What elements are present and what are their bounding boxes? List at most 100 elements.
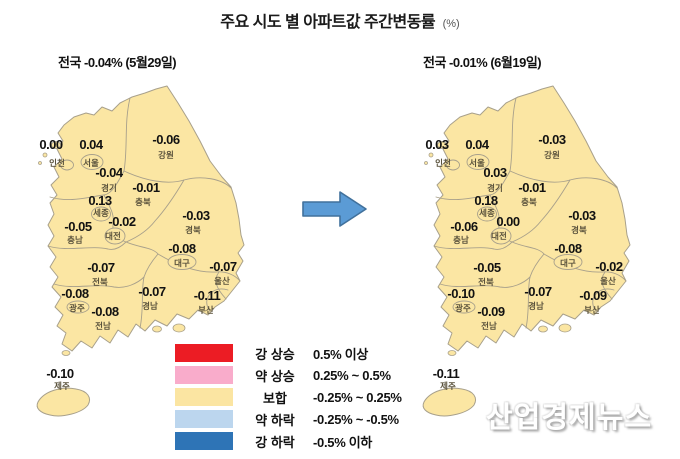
region-name: 경남 — [142, 301, 158, 311]
region-value: -0.01 — [132, 180, 159, 195]
watermark: 산업경제뉴스 — [486, 402, 653, 434]
region-name: 대구 — [174, 258, 190, 268]
region-ulsan: -0.02 울산 — [595, 259, 623, 286]
region-value: -0.07 — [209, 259, 236, 274]
legend-label: 강 상승 — [255, 346, 295, 362]
legend-range: -0.25% ~ -0.5% — [313, 411, 399, 427]
legend-label: 보합 — [263, 390, 287, 406]
region-value: 0.18 — [474, 193, 498, 208]
legend-swatch-weak-rise — [175, 366, 233, 384]
region-value: 0.04 — [79, 137, 104, 152]
map-caption-jun19: 전국 -0.01% (6월19일) — [423, 55, 542, 70]
region-name: 전북 — [92, 277, 108, 287]
region-value: -0.07 — [524, 284, 551, 299]
region-gwangju: -0.08 광주 — [61, 286, 89, 313]
region-busan: -0.11 부산 — [194, 288, 221, 315]
region-chungbuk: -0.01 충북 — [518, 180, 546, 207]
region-value: -0.08 — [554, 241, 581, 256]
legend-row: 약 하락 -0.25% ~ -0.5% — [175, 410, 402, 428]
region-name: 울산 — [600, 276, 616, 286]
region-name: 강원 — [544, 150, 560, 160]
region-name: 부산 — [198, 305, 214, 315]
legend-row: 강 하락 -0.5% 이하 — [175, 432, 402, 450]
region-gyeongbuk: -0.03 경북 — [182, 208, 210, 235]
region-name: 강원 — [158, 150, 174, 160]
region-value: -0.08 — [91, 304, 118, 319]
region-value: -0.03 — [568, 208, 595, 223]
region-value: -0.03 — [182, 208, 209, 223]
region-value: 0.03 — [425, 137, 449, 152]
region-name: 경기 — [487, 183, 503, 193]
region-value: 0.13 — [88, 193, 112, 208]
legend-swatch-strong-fall — [175, 432, 233, 450]
region-name: 경북 — [571, 225, 587, 235]
region-ulsan: -0.07 울산 — [209, 259, 237, 286]
region-gyeonggi: 0.03 경기 — [483, 165, 507, 193]
region-value: -0.04 — [95, 165, 123, 180]
legend-label: 약 하락 — [255, 412, 295, 428]
region-value: -0.08 — [61, 286, 88, 301]
region-value: -0.07 — [138, 284, 165, 299]
region-incheon: 0.00 인천 — [39, 137, 65, 168]
region-value: -0.05 — [64, 219, 91, 234]
region-name: 제주 — [440, 381, 456, 391]
region-name: 경북 — [185, 225, 201, 235]
region-labels: 0.00 인천 0.04 서울 -0.04 경기 -0.06 강원 -0.01 충북 0.… — [39, 132, 237, 391]
korea-map-jun19: 0.03 인천 0.04 서울 0.03 경기 -0.03 강원 -0.01 충북 0.1… — [422, 85, 631, 417]
region-name: 대전 — [491, 231, 507, 241]
region-name: 서울 — [469, 158, 485, 168]
region-name: 부산 — [584, 305, 600, 315]
region-name: 세종 — [93, 208, 109, 218]
region-daegu: -0.08 대구 — [168, 241, 196, 268]
region-gyeongbuk: -0.03 경북 — [568, 208, 596, 235]
region-name: 광주 — [455, 303, 471, 313]
region-value: 0.03 — [483, 165, 507, 180]
legend: 강 상승 0.5% 이상 약 상승 0.25% ~ 0.5% 보합 -0.25%… — [175, 344, 402, 454]
region-seoul: 0.04 서울 — [79, 137, 104, 168]
region-gangwon: -0.06 강원 — [152, 132, 180, 160]
region-gangwon: -0.03 강원 — [538, 132, 566, 160]
region-daegu: -0.08 대구 — [554, 241, 582, 268]
region-name: 충남 — [67, 235, 83, 245]
region-value: -0.05 — [473, 260, 500, 275]
region-gyeongnam: -0.07 경남 — [138, 284, 166, 311]
legend-range: 0.5% 이상 — [313, 346, 369, 362]
region-value: -0.07 — [87, 260, 114, 275]
region-daejeon: 0.00 대전 — [491, 214, 520, 241]
region-seoul: 0.04 서울 — [465, 137, 490, 168]
region-name: 경기 — [101, 183, 117, 193]
region-value: -0.11 — [194, 288, 221, 303]
region-value: -0.09 — [579, 288, 606, 303]
legend-label: 강 하락 — [255, 434, 295, 450]
region-name: 울산 — [214, 276, 230, 286]
region-value: -0.02 — [595, 259, 622, 274]
region-gyeongnam: -0.07 경남 — [524, 284, 552, 311]
region-value: -0.08 — [168, 241, 195, 256]
korea-map-may29: 0.00 인천 0.04 서울 -0.04 경기 -0.06 강원 -0.01 충북 0.… — [36, 85, 245, 417]
legend-swatch-strong-rise — [175, 344, 233, 362]
region-name: 대구 — [560, 258, 576, 268]
region-value: -0.02 — [108, 214, 135, 229]
region-name: 충북 — [521, 197, 537, 207]
legend-label: 약 상승 — [255, 368, 295, 384]
region-name: 세종 — [479, 208, 495, 218]
region-name: 대전 — [105, 231, 121, 241]
region-value: -0.06 — [450, 219, 477, 234]
legend-swatch-weak-fall — [175, 410, 233, 428]
region-incheon: 0.03 인천 — [425, 137, 451, 168]
region-name: 전남 — [95, 321, 111, 331]
region-value: -0.01 — [518, 180, 545, 195]
region-value: 0.04 — [465, 137, 490, 152]
region-value: -0.06 — [152, 132, 179, 147]
page-title-unit: (%) — [442, 18, 460, 30]
page-title-text: 주요 시도 별 아파트값 주간변동률 — [220, 14, 436, 31]
region-value: -0.10 — [46, 366, 73, 381]
region-gyeonggi: -0.04 경기 — [95, 165, 124, 193]
legend-range: 0.25% ~ 0.5% — [313, 367, 391, 383]
